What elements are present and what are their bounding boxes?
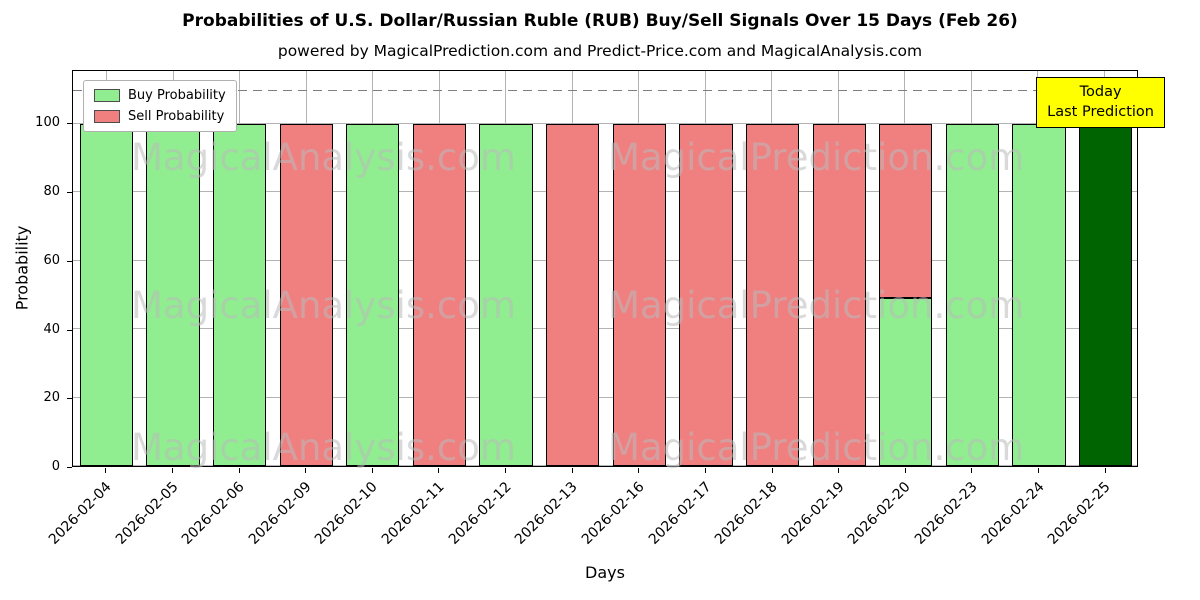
chart-subtitle: powered by MagicalPrediction.com and Pre… [277,42,923,60]
y-tick-mark [67,467,72,468]
x-tick-label: 2026-02-04 [45,479,115,548]
buy-bar-segment [212,124,267,466]
buy-bar-segment [1012,124,1066,466]
buy-bar-segment [146,124,200,466]
x-tick-label: 2026-02-11 [378,479,448,548]
buy-bar-segment [945,124,1000,466]
legend-label: Sell Probability [128,109,225,124]
today-annotation: Today Last Prediction [1036,77,1165,129]
legend-swatch [94,89,120,102]
watermark-prediction: MagicalPrediction.com [608,426,1025,469]
y-tick-label: 40 [43,321,60,337]
y-tick-label: 80 [43,184,60,200]
x-tick-label: 2026-02-13 [512,479,582,548]
x-tick-label: 2026-02-16 [578,479,648,548]
buy-bar-segment [346,124,400,466]
y-axis-label: Probability [12,225,32,311]
sell-bar-segment [812,124,866,466]
sell-bar-segment [745,124,800,466]
x-tick-mark [571,468,573,473]
x-tick-label: 2026-02-25 [1045,479,1115,548]
x-tick-mark [105,468,107,473]
gridline-horizontal [73,328,1137,330]
sell-bar-segment [879,124,933,299]
chart-title: Probabilities of U.S. Dollar/Russian Rub… [182,11,1018,31]
gridline-horizontal [73,465,1137,466]
dashed-threshold-line [73,89,1137,92]
sell-bar-segment [612,124,666,466]
watermark-analysis: MagicalAnalysis.com [131,284,516,327]
buy-bar-segment [879,298,933,466]
watermark-prediction: MagicalPrediction.com [608,136,1025,179]
watermark-analysis: MagicalAnalysis.com [131,136,516,179]
x-tick-label: 2026-02-24 [978,479,1048,548]
sell-bar-segment [679,124,733,466]
x-tick-label: 2026-02-23 [911,479,981,548]
legend-item-buy: Buy Probability [94,88,226,103]
x-axis-label: Days [585,563,625,582]
x-tick-label: 2026-02-20 [845,479,915,548]
legend: Buy Probability Sell Probability [83,80,237,132]
legend-item-sell: Sell Probability [94,109,226,124]
legend-label: Buy Probability [128,88,226,103]
x-tick-label: 2026-02-18 [712,479,781,548]
gridline-horizontal [73,396,1137,398]
sell-bar-segment [279,124,333,466]
x-tick-label: 2026-02-06 [179,479,248,548]
x-tick-label: 2026-02-09 [245,479,315,548]
buy-bar-segment-today [1079,124,1133,466]
x-tick-label: 2026-02-05 [112,479,182,548]
x-tick-label: 2026-02-10 [312,479,382,548]
x-tick-mark [1038,468,1040,473]
y-tick-label: 20 [43,390,60,406]
gridline-horizontal [73,259,1137,261]
watermark-analysis: MagicalAnalysis.com [131,426,516,469]
gridline-horizontal [73,123,1137,125]
gridline-horizontal [73,191,1137,193]
x-tick-label: 2026-02-17 [645,479,715,548]
buy-bar-segment [79,124,133,466]
sell-bar-segment [412,124,467,466]
y-tick-label: 100 [35,115,60,131]
sell-bar-segment [546,124,600,466]
x-tick-label: 2026-02-19 [778,479,848,548]
today-annotation-line2: Last Prediction [1047,103,1154,120]
x-tick-mark [1104,468,1106,473]
y-tick-label: 0 [51,459,60,474]
plot-area: MagicalAnalysis.com MagicalPrediction.com… [72,70,1165,469]
watermark-prediction: MagicalPrediction.com [608,284,1025,327]
buy-bar-segment [479,124,533,466]
legend-swatch [94,110,120,123]
today-annotation-line1: Today [1079,84,1122,100]
x-tick-label: 2026-02-12 [445,479,515,548]
